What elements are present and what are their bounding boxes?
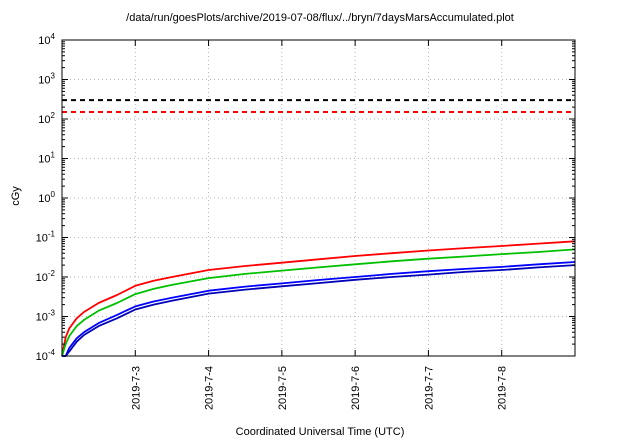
x-tick-label: 2019-7-5 [277, 366, 289, 410]
chart-title: /data/run/goesPlots/archive/2019-07-08/f… [126, 12, 514, 24]
x-tick-label: 2019-7-7 [423, 366, 435, 410]
y-tick-label: 104 [38, 32, 55, 47]
series-dark-blue-accumulated [62, 264, 576, 357]
y-tick-label: 10-4 [36, 348, 56, 363]
x-tick-label: 2019-7-8 [497, 366, 509, 410]
x-tick-label: 2019-7-4 [204, 366, 216, 410]
series-green-accumulated [61, 248, 576, 357]
x-tick-label: 2019-7-6 [350, 366, 362, 410]
y-tick-label: 10-3 [36, 309, 56, 324]
y-tick-label: 10-2 [36, 269, 56, 284]
series-blue-accumulated [62, 261, 576, 357]
x-axis-label: Coordinated Universal Time (UTC) [235, 426, 405, 438]
y-tick-label: 101 [38, 151, 55, 166]
y-tick-label: 100 [38, 190, 55, 205]
y-tick-label: 103 [38, 72, 55, 87]
x-tick-label: 2019-7-3 [130, 366, 142, 410]
y-tick-label: 10-1 [36, 230, 56, 245]
y-tick-label: 102 [38, 111, 55, 126]
series-red-accumulated [61, 240, 576, 357]
